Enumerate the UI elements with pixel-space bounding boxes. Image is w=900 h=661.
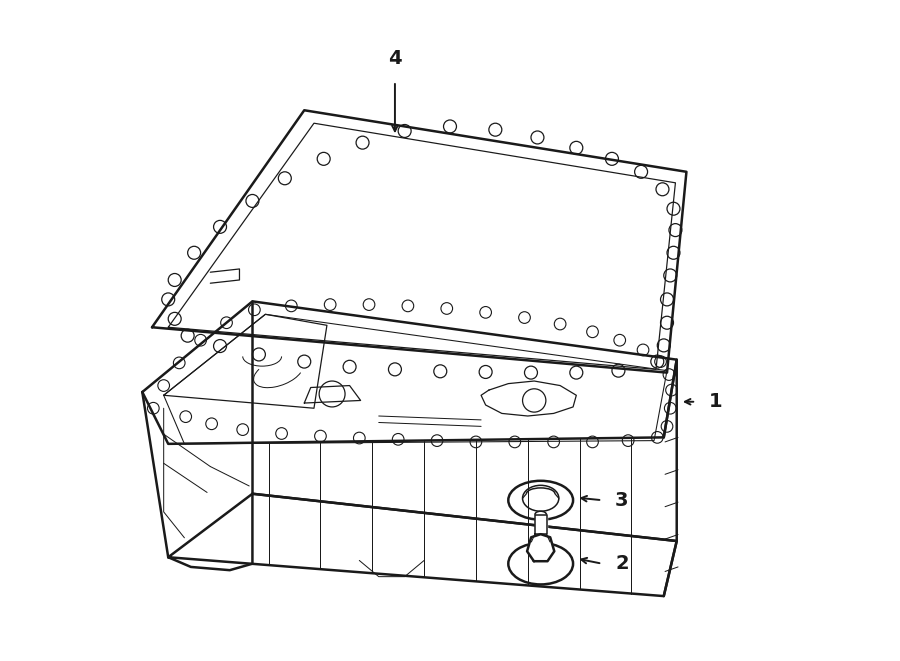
Text: 3: 3 bbox=[616, 490, 629, 510]
Text: 2: 2 bbox=[616, 554, 629, 573]
Text: 4: 4 bbox=[388, 49, 401, 68]
Polygon shape bbox=[527, 534, 554, 561]
Polygon shape bbox=[535, 515, 546, 534]
Text: 1: 1 bbox=[709, 392, 723, 411]
